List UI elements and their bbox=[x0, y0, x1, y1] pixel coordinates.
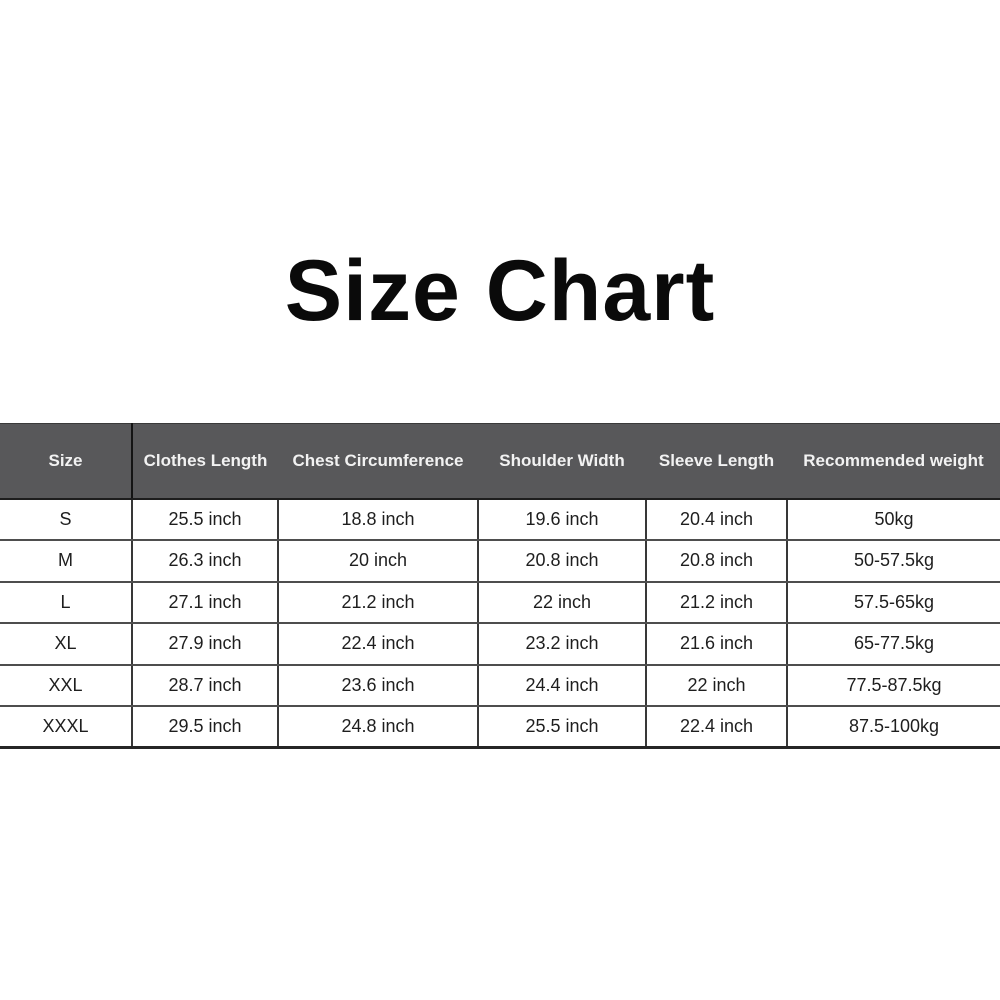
table-row-xxxl: XXXL 29.5 inch 24.8 inch 25.5 inch 22.4 inch… bbox=[0, 706, 1000, 749]
column-header-clothes_length: Clothes Length bbox=[131, 423, 278, 500]
cell-xxxl-recommended_weight: 87.5-100kg bbox=[786, 706, 1000, 749]
cell-s-recommended_weight: 50kg bbox=[786, 498, 1000, 541]
cell-l-chest_circumference: 21.2 inch bbox=[277, 581, 478, 624]
cell-m-clothes_length: 26.3 inch bbox=[131, 540, 278, 583]
cell-xxl-shoulder_width: 24.4 inch bbox=[477, 664, 646, 707]
cell-s-sleeve_length: 20.4 inch bbox=[645, 498, 787, 541]
column-header-sleeve_length: Sleeve Length bbox=[646, 423, 787, 500]
table-row-s: S 25.5 inch 18.8 inch 19.6 inch 20.4 inch 50k… bbox=[0, 498, 1000, 541]
cell-m-chest_circumference: 20 inch bbox=[277, 540, 478, 583]
column-header-recommended_weight: Recommended weight bbox=[787, 423, 1000, 500]
cell-xxl-size: XXL bbox=[0, 664, 132, 707]
column-header-chest_circumference: Chest Circumference bbox=[278, 423, 478, 500]
cell-m-sleeve_length: 20.8 inch bbox=[645, 540, 787, 583]
cell-m-size: M bbox=[0, 540, 132, 583]
table-row-xxl: XXL 28.7 inch 23.6 inch 24.4 inch 22 inch 77.… bbox=[0, 664, 1000, 707]
cell-xxxl-chest_circumference: 24.8 inch bbox=[277, 706, 478, 749]
cell-xxxl-shoulder_width: 25.5 inch bbox=[477, 706, 646, 749]
cell-xxl-recommended_weight: 77.5-87.5kg bbox=[786, 664, 1000, 707]
cell-s-clothes_length: 25.5 inch bbox=[131, 498, 278, 541]
column-header-size: Size bbox=[0, 423, 132, 500]
cell-xxxl-clothes_length: 29.5 inch bbox=[131, 706, 278, 749]
table-row-xl: XL 27.9 inch 22.4 inch 23.2 inch 21.6 inch 65… bbox=[0, 623, 1000, 666]
table-body: S 25.5 inch 18.8 inch 19.6 inch 20.4 inch 50k… bbox=[0, 498, 1000, 749]
cell-s-chest_circumference: 18.8 inch bbox=[277, 498, 478, 541]
cell-xl-recommended_weight: 65-77.5kg bbox=[786, 623, 1000, 666]
size-chart-table: Size Clothes Length Chest Circumference Sho… bbox=[0, 423, 1000, 749]
cell-xl-sleeve_length: 21.6 inch bbox=[645, 623, 787, 666]
cell-l-clothes_length: 27.1 inch bbox=[131, 581, 278, 624]
cell-s-shoulder_width: 19.6 inch bbox=[477, 498, 646, 541]
cell-xxxl-size: XXXL bbox=[0, 706, 132, 749]
cell-l-shoulder_width: 22 inch bbox=[477, 581, 646, 624]
column-header-shoulder_width: Shoulder Width bbox=[478, 423, 646, 500]
cell-l-size: L bbox=[0, 581, 132, 624]
table-head: Size Clothes Length Chest Circumference Sho… bbox=[0, 423, 1000, 500]
cell-xl-shoulder_width: 23.2 inch bbox=[477, 623, 646, 666]
cell-xl-size: XL bbox=[0, 623, 132, 666]
cell-m-recommended_weight: 50-57.5kg bbox=[786, 540, 1000, 583]
cell-xxl-sleeve_length: 22 inch bbox=[645, 664, 787, 707]
cell-xxl-chest_circumference: 23.6 inch bbox=[277, 664, 478, 707]
cell-xl-clothes_length: 27.9 inch bbox=[131, 623, 278, 666]
cell-xxl-clothes_length: 28.7 inch bbox=[131, 664, 278, 707]
cell-l-recommended_weight: 57.5-65kg bbox=[786, 581, 1000, 624]
cell-l-sleeve_length: 21.2 inch bbox=[645, 581, 787, 624]
table-row-m: M 26.3 inch 20 inch 20.8 inch 20.8 inch 50-57… bbox=[0, 540, 1000, 583]
header-row: Size Clothes Length Chest Circumference Sho… bbox=[0, 423, 1000, 500]
cell-s-size: S bbox=[0, 498, 132, 541]
page-title: Size Chart bbox=[284, 243, 716, 339]
cell-xxxl-sleeve_length: 22.4 inch bbox=[645, 706, 787, 749]
table-row-l: L 27.1 inch 21.2 inch 22 inch 21.2 inch 57.5-… bbox=[0, 581, 1000, 624]
cell-m-shoulder_width: 20.8 inch bbox=[477, 540, 646, 583]
cell-xl-chest_circumference: 22.4 inch bbox=[277, 623, 478, 666]
